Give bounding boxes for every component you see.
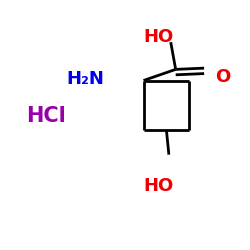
Text: HO: HO [143,176,174,194]
Text: H₂N: H₂N [66,70,104,88]
Text: O: O [215,68,230,86]
Text: HO: HO [143,28,174,46]
Text: HCl: HCl [26,106,66,126]
